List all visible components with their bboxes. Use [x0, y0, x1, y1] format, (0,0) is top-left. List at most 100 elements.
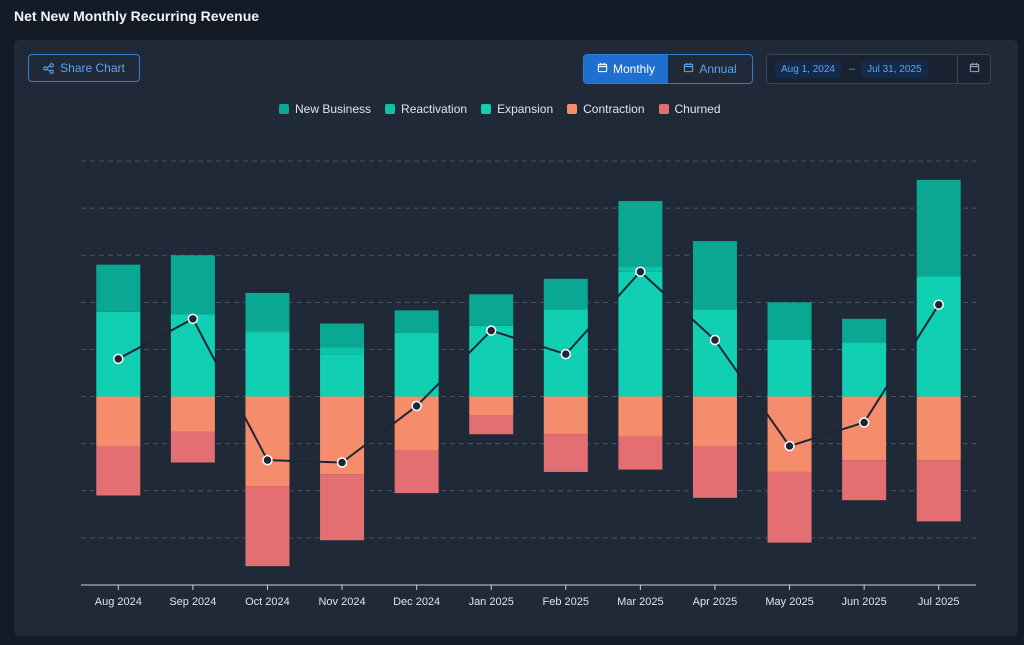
- legend-swatch: [385, 104, 396, 114]
- tab-annual[interactable]: Annual: [668, 55, 752, 83]
- bar-segment: [916, 276, 961, 397]
- share-chart-button[interactable]: Share Chart: [28, 54, 140, 82]
- bar-segment: [543, 396, 588, 435]
- bar-segment: [916, 460, 961, 522]
- date-start[interactable]: Aug 1, 2024: [775, 60, 841, 78]
- net-point: [560, 348, 572, 360]
- bar-segment: [543, 278, 588, 310]
- legend-swatch: [279, 104, 289, 114]
- bar-segment: [618, 201, 663, 267]
- x-tick-label: Dec 2024: [393, 596, 440, 608]
- bar-segment: [96, 446, 141, 496]
- net-point: [933, 299, 944, 310]
- calendar-icon: [597, 62, 608, 76]
- bar-segment: [618, 436, 663, 470]
- bar-segment: [320, 347, 365, 355]
- bar-segment: [692, 396, 737, 447]
- tab-annual-label: Annual: [699, 62, 737, 76]
- net-point: [784, 440, 795, 452]
- bar-segment: [469, 415, 514, 435]
- tab-monthly-label: Monthly: [612, 62, 656, 76]
- net-point: [709, 334, 721, 346]
- legend-item-churned[interactable]: Churned: [658, 102, 721, 116]
- bar-segment: [842, 396, 887, 461]
- bar-segment: [245, 332, 290, 397]
- bar-segment: [469, 325, 514, 397]
- net-point: [485, 325, 497, 336]
- bar-segment: [170, 431, 215, 463]
- legend-label: Churned: [674, 102, 721, 116]
- net-point: [858, 417, 870, 428]
- x-tick-label: Oct 2024: [245, 596, 290, 608]
- net-point: [411, 400, 422, 412]
- date-range-picker[interactable]: Aug 1, 2024 – Jul 31, 2025: [766, 54, 991, 84]
- bar-segment: [842, 318, 887, 343]
- x-tick-label: Sep 2024: [169, 596, 216, 608]
- bar-segment: [767, 340, 812, 397]
- legend-label: Expansion: [497, 102, 554, 116]
- bar-segment: [618, 271, 663, 397]
- bar-segment: [394, 310, 439, 333]
- net-point: [336, 457, 348, 468]
- bar-segment: [320, 474, 365, 541]
- bar-segment: [245, 330, 290, 333]
- legend-swatch: [567, 104, 578, 114]
- bar-segment: [245, 486, 290, 567]
- bar-segment: [96, 396, 141, 447]
- bar-segment: [916, 179, 961, 277]
- bar-segment: [767, 471, 812, 543]
- x-tick-label: Jul 2025: [918, 596, 960, 608]
- bar-segment: [170, 396, 215, 432]
- bar-segment: [618, 396, 663, 437]
- legend-item-expansion[interactable]: Expansion: [481, 102, 553, 116]
- x-tick-label: Apr 2025: [693, 596, 738, 608]
- bar-segment: [767, 302, 812, 341]
- x-tick-label: Nov 2024: [318, 596, 365, 608]
- bar-segment: [245, 396, 290, 487]
- x-tick-label: Jun 2025: [841, 596, 886, 608]
- page-title: Net New Monthly Recurring Revenue: [14, 8, 260, 24]
- bar-segment: [543, 434, 588, 472]
- date-separator: –: [848, 63, 856, 75]
- bar-segment: [692, 309, 737, 397]
- x-tick-label: May 2025: [765, 596, 813, 608]
- bar-segment: [767, 396, 812, 472]
- x-tick-label: Aug 2024: [95, 596, 142, 608]
- legend-label: Contraction: [583, 102, 645, 116]
- net-point: [262, 454, 273, 466]
- bar-segment: [394, 332, 439, 397]
- bar-segment: [916, 396, 961, 461]
- view-toggle: Monthly Annual: [583, 54, 753, 84]
- bar-segment: [842, 342, 887, 397]
- date-end[interactable]: Jul 31, 2025: [861, 60, 928, 78]
- bar-segment: [469, 294, 514, 326]
- chart-panel: Share Chart Monthly Annual Aug 1, 2024 –…: [14, 40, 1018, 636]
- share-icon: [43, 62, 55, 74]
- bar-segment: [170, 255, 215, 315]
- x-tick-label: Feb 2025: [543, 596, 589, 608]
- bar-segment: [469, 396, 514, 416]
- calendar-icon: [683, 62, 694, 76]
- legend-item-reactivation[interactable]: Reactivation: [385, 102, 467, 116]
- legend-item-contraction[interactable]: Contraction: [567, 102, 645, 116]
- bar-segment: [320, 354, 365, 397]
- net-point: [113, 353, 124, 365]
- calendar-icon: [969, 60, 980, 78]
- bar-segment: [394, 450, 439, 494]
- bar-segment: [96, 264, 141, 312]
- legend-item-new-business[interactable]: New Business: [279, 102, 371, 116]
- calendar-button[interactable]: [957, 55, 990, 83]
- bar-segment: [320, 323, 365, 348]
- chart-canvas: Aug 2024 Sep 2024 Oct 2024 Nov 2024 Dec 2024…: [81, 160, 976, 608]
- legend-label: New Business: [295, 102, 372, 116]
- bar-segment: [692, 241, 737, 310]
- tab-monthly[interactable]: Monthly: [584, 55, 668, 83]
- chart-legend: New Business Reactivation Expansion Cont…: [279, 102, 721, 116]
- net-point: [635, 266, 646, 277]
- net-point: [187, 313, 199, 325]
- legend-swatch: [481, 104, 492, 114]
- bar-segment: [245, 292, 290, 331]
- x-tick-label: Jan 2025: [469, 596, 514, 608]
- legend-label: Reactivation: [401, 102, 468, 116]
- net-line: [117, 270, 940, 464]
